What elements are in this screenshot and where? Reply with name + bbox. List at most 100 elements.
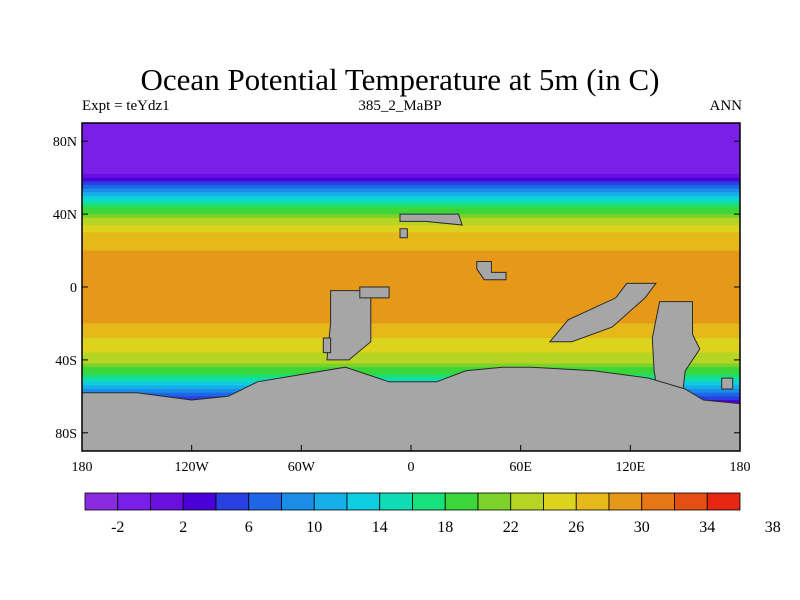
- temperature-band: [82, 374, 740, 379]
- temperature-band: [82, 279, 740, 284]
- temperature-band: [82, 261, 740, 266]
- colorbar-label: 2: [179, 519, 187, 536]
- land-polygon: [476, 261, 507, 281]
- land-polygon: [651, 301, 701, 405]
- colorbar-swatch: [608, 492, 643, 511]
- temperature-band: [82, 363, 740, 368]
- colorbar-swatch: [477, 492, 512, 511]
- temperature-band: [82, 290, 740, 295]
- lon-tick-label: 60W: [288, 460, 316, 475]
- temperature-band: [82, 276, 740, 281]
- temperature-band: [82, 232, 740, 237]
- temperature-band: [82, 312, 740, 317]
- temperature-band: [82, 188, 740, 193]
- colorbar-swatch: [412, 492, 446, 511]
- map-title: Ocean Potential Temperature at 5m (in C): [140, 62, 660, 97]
- temperature-band: [82, 330, 740, 335]
- land-mask: [82, 213, 740, 451]
- temperature-band: [82, 203, 740, 208]
- temperature-band: [82, 239, 740, 244]
- temperature-band: [82, 305, 740, 310]
- colorbar-label: 34: [699, 519, 715, 536]
- temperature-band: [82, 294, 740, 299]
- temperature-band: [82, 268, 740, 274]
- colorbar-label: 18: [437, 519, 453, 536]
- colorbar: -226101418222630343842: [84, 492, 781, 536]
- temperature-band: [82, 166, 740, 171]
- temperature-band: [82, 123, 740, 128]
- temperature-band: [82, 235, 740, 241]
- temperature-band: [82, 181, 740, 186]
- colorbar-label: 30: [634, 519, 650, 536]
- land-polygon: [548, 282, 657, 343]
- temperature-band: [82, 367, 740, 372]
- lat-tick-label: 40N: [53, 208, 77, 223]
- land-polygon: [322, 337, 332, 354]
- colorbar-swatch: [281, 492, 315, 511]
- temperature-band: [82, 192, 740, 197]
- colorbar-swatch: [84, 492, 119, 511]
- temperature-band: [82, 323, 740, 328]
- temperature-band: [82, 148, 740, 153]
- temperature-band: [82, 297, 740, 303]
- colorbar-swatch: [575, 492, 610, 511]
- temperature-band: [82, 341, 740, 346]
- temperature-band: [82, 163, 740, 168]
- temperature-band: [82, 195, 740, 201]
- colorbar-swatch: [150, 492, 184, 511]
- temperature-band: [82, 177, 740, 182]
- colorbar-swatch: [641, 492, 675, 511]
- temperature-band: [82, 345, 740, 350]
- lon-tick-label: 120E: [616, 460, 646, 475]
- temperature-band: [82, 257, 740, 263]
- temperature-band: [82, 338, 740, 343]
- temperature-band: [82, 356, 740, 361]
- temperature-band: [82, 319, 740, 325]
- temperature-band: [82, 243, 740, 248]
- temperature-band: [82, 272, 740, 277]
- temperature-band: [82, 206, 740, 212]
- longitude-axis: 180 120W 60W 0 60E 120E 180: [72, 445, 751, 475]
- temperature-band: [82, 265, 740, 270]
- latitude-axis: 80N 40N 0 40S 80S: [53, 135, 740, 442]
- colorbar-label: 26: [568, 519, 584, 536]
- temperature-band: [82, 287, 740, 292]
- colorbar-swatch: [215, 492, 250, 511]
- colorbar-label: -2: [111, 519, 124, 536]
- temperature-band: [82, 133, 740, 139]
- colorbar-swatch: [674, 492, 708, 511]
- land-polygon: [721, 377, 734, 390]
- temperature-band: [82, 144, 740, 150]
- colorbar-swatch: [706, 492, 741, 511]
- colorbar-label: 38: [765, 519, 781, 536]
- lat-tick-label: 0: [70, 281, 77, 296]
- colorbar-swatch: [379, 492, 413, 511]
- temperature-band: [82, 210, 740, 215]
- temperature-band: [82, 228, 740, 233]
- experiment-label: Expt = teYdz1: [82, 98, 170, 114]
- temperature-band: [82, 225, 740, 230]
- colorbar-swatch: [313, 492, 348, 511]
- temperature-band: [82, 137, 740, 142]
- temperature-band: [82, 199, 740, 204]
- colorbar-label: 6: [245, 519, 253, 536]
- colorbar-swatch: [182, 492, 217, 511]
- temperature-band: [82, 359, 740, 365]
- land-polygon: [359, 286, 390, 299]
- time-period-label: 385_2_MaBP: [358, 98, 442, 114]
- temperature-band: [82, 152, 740, 157]
- temperature-band: [82, 348, 740, 354]
- temperature-band: [82, 327, 740, 332]
- land-polygon: [399, 228, 408, 239]
- temperature-band: [82, 283, 740, 288]
- colorbar-swatch: [248, 492, 282, 511]
- temperature-band: [82, 184, 740, 190]
- temperature-band: [82, 170, 740, 175]
- colorbar-swatch: [346, 492, 381, 511]
- temperature-band: [82, 370, 740, 376]
- colorbar-swatch: [510, 492, 544, 511]
- colorbar-label: 14: [372, 519, 388, 536]
- colorbar-swatch: [444, 492, 479, 511]
- lon-tick-label: 60E: [509, 460, 532, 475]
